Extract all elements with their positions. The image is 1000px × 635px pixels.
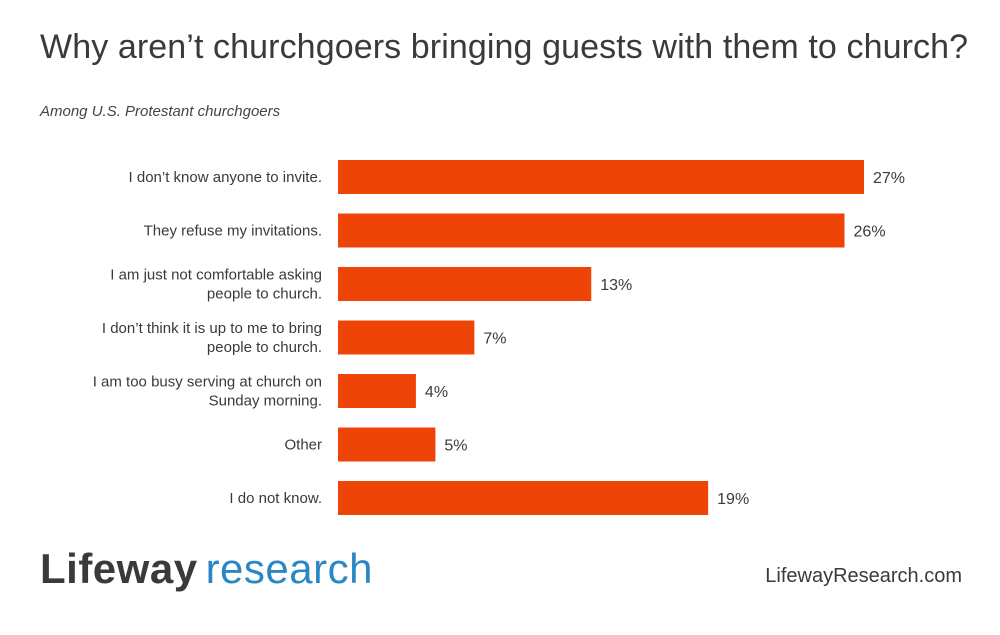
- logo-word: Lifeway: [40, 545, 198, 592]
- value-label-2: 26%: [854, 224, 886, 241]
- category-label-5: I am too busy serving at church on Sunday…: [93, 374, 322, 410]
- category-label-1: I don’t know anyone to invite.: [129, 169, 322, 186]
- value-label-5: 4%: [425, 384, 448, 401]
- chart-title: Why aren’t churchgoers bringing guests w…: [40, 28, 969, 66]
- category-label-6: Other: [284, 437, 322, 454]
- value-label-3: 13%: [600, 277, 632, 294]
- bar-2: [338, 213, 845, 248]
- category-label-7: I do not know.: [229, 490, 322, 507]
- bar-6: [338, 427, 436, 462]
- value-label-6: 5%: [444, 438, 467, 455]
- bar-4: [338, 320, 475, 355]
- bar-chart: 27% I don’t know anyone to invite. 26% They…: [93, 160, 905, 515]
- chart-subtitle: Among U.S. Protestant churchgoers: [40, 103, 281, 120]
- value-label-4: 7%: [483, 331, 506, 348]
- logo-sub: research: [205, 545, 373, 592]
- value-label-7: 19%: [717, 491, 749, 508]
- footer-url[interactable]: LifewayResearch.com: [765, 565, 962, 587]
- category-label-3: I am just not comfortable asking people t…: [110, 267, 322, 303]
- lifeway-research-logo: Lifeway research: [40, 548, 373, 590]
- category-label-4: I don’t think it is up to me to bring peo…: [102, 320, 322, 356]
- bar-3: [338, 267, 592, 301]
- bar-1: [338, 160, 864, 194]
- category-label-2: They refuse my invitations.: [144, 223, 322, 240]
- value-label-1: 27%: [873, 170, 905, 187]
- bar-7: [338, 481, 709, 515]
- bar-5: [338, 374, 416, 408]
